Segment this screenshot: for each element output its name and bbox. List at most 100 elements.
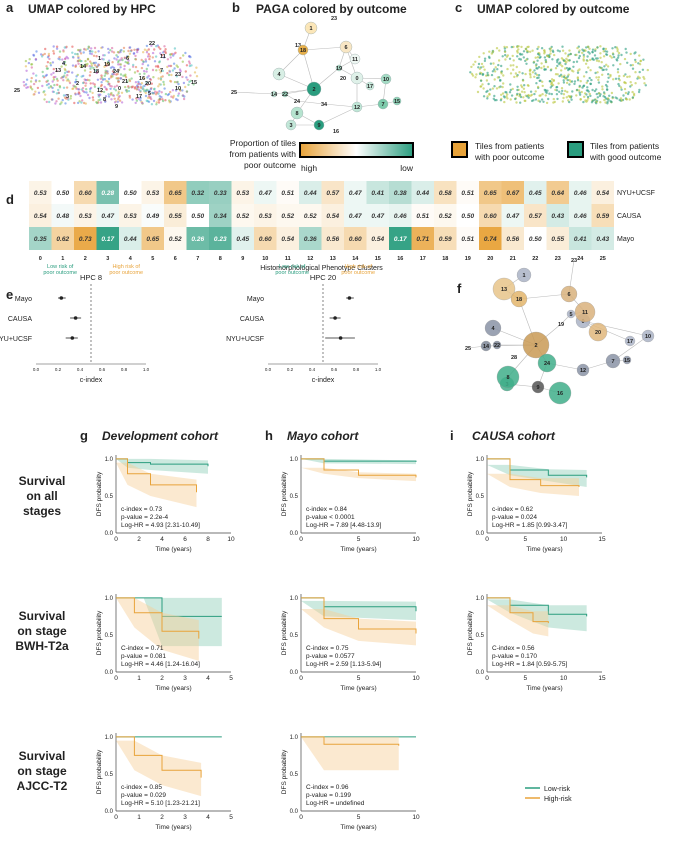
umap-outcome-point <box>529 90 533 93</box>
umap-hpc-point <box>57 97 60 100</box>
umap-outcome-point <box>509 83 512 86</box>
umap-outcome-point <box>541 93 544 96</box>
umap-hpc-point <box>80 101 83 104</box>
umap-outcome-point <box>616 71 620 74</box>
umap-outcome-point <box>586 79 589 83</box>
km-xtick: 0 <box>485 536 489 543</box>
umap-hpc-point <box>100 74 103 77</box>
umap-hpc-cluster-label: 14 <box>80 64 87 70</box>
umap-hpc-point <box>143 76 146 80</box>
umap-hpc-point <box>162 83 166 86</box>
paga-node-label: 23 <box>331 16 337 22</box>
paga-node-label: 34 <box>321 102 328 108</box>
umap-hpc-point <box>147 48 150 51</box>
umap-hpc-point <box>69 97 72 100</box>
heatmap-cell <box>344 227 367 250</box>
umap-outcome-point <box>487 82 490 86</box>
umap-hpc-point <box>172 94 175 98</box>
heatmap-cell <box>231 181 254 204</box>
km-ci-band <box>301 736 399 771</box>
umap-hpc-point <box>127 56 130 59</box>
km-xlabel: Time (years) <box>526 546 562 553</box>
heatmap-col-label: 3 <box>106 256 109 262</box>
umap-hpc-point <box>159 71 162 74</box>
umap-hpc-point <box>81 81 85 85</box>
umap-outcome-point <box>628 98 631 101</box>
umap-outcome-point <box>495 98 498 102</box>
umap-hpc-point <box>140 66 144 70</box>
forest-hpc8-tick: 0.4 <box>77 367 84 372</box>
umap-outcome-point <box>566 55 570 58</box>
umap-outcome-point <box>556 73 559 76</box>
umap-hpc-point <box>145 67 148 71</box>
umap-hpc-point <box>174 89 178 92</box>
umap-hpc-point <box>77 62 80 65</box>
umap-hpc-point <box>37 91 41 95</box>
umap-hpc-point <box>154 55 158 58</box>
umap-hpc-cluster-label: 13 <box>55 68 61 74</box>
heatmap-cell <box>119 227 142 250</box>
umap-outcome-point <box>494 66 497 69</box>
umap-hpc-point <box>115 58 118 61</box>
network-edge <box>518 293 570 300</box>
umap-hpc-point <box>74 78 78 81</box>
row-label: on all <box>26 489 57 503</box>
umap-hpc-point <box>89 87 92 91</box>
umap-outcome-point <box>478 72 482 76</box>
umap-hpc-point <box>136 50 139 54</box>
km-ytick: 1.0 <box>476 596 485 602</box>
umap-outcome-point <box>617 82 620 86</box>
umap-hpc-point <box>74 52 77 56</box>
umap-outcome-point <box>483 59 487 63</box>
heatmap-value: 0.47 <box>349 213 362 220</box>
umap-outcome-point <box>610 56 613 59</box>
umap-outcome-point <box>470 65 473 69</box>
umap-hpc-point <box>65 55 68 59</box>
km-dev-bwh: 0.0 0.5 1.0 0 1 2 3 4 5 Time (years) DFS probabili… <box>96 594 233 692</box>
heatmap-cell <box>389 181 412 204</box>
umap-hpc-point <box>153 60 157 63</box>
umap-hpc-cluster-label: 15 <box>191 80 197 86</box>
legend-poor-text: Tiles from patients <box>475 141 544 151</box>
umap-hpc-point <box>46 61 50 64</box>
paga-edge <box>302 46 347 51</box>
umap-hpc-point <box>55 100 58 103</box>
umap-hpc-point <box>99 85 103 88</box>
umap-outcome-point <box>532 61 535 64</box>
umap-hpc-point <box>158 90 161 93</box>
umap-hpc-point <box>168 101 171 104</box>
umap-hpc-point <box>158 83 161 86</box>
heatmap-col-label: 10 <box>262 256 268 262</box>
umap-outcome-point <box>539 55 542 59</box>
paga-legend-low: low <box>400 163 414 173</box>
umap-outcome-point <box>546 65 550 69</box>
umap-outcome-point <box>631 96 635 99</box>
umap-hpc-cluster-label: 8 <box>103 97 106 103</box>
umap-outcome-point <box>591 48 595 51</box>
heatmap-col-label: 22 <box>532 256 538 262</box>
umap-hpc-point <box>105 62 108 65</box>
umap-hpc-point <box>155 45 158 48</box>
umap-outcome-point <box>626 75 629 79</box>
umap-hpc-point <box>35 74 38 77</box>
heatmap-cell <box>276 181 299 204</box>
umap-outcome-point <box>585 81 588 84</box>
heatmap-cell <box>411 204 434 227</box>
legend-poor-swatch <box>451 141 468 158</box>
heatmap-value: 0.53 <box>34 190 47 197</box>
umap-outcome-point <box>582 75 586 78</box>
heatmap-value: 0.44 <box>304 190 317 197</box>
umap-hpc-point <box>87 45 90 48</box>
umap-hpc-point <box>81 87 85 90</box>
umap-hpc-point <box>107 47 110 51</box>
umap-hpc-point <box>103 54 106 57</box>
umap-hpc-point <box>94 61 98 64</box>
umap-hpc-point <box>105 88 108 91</box>
umap-hpc-point <box>113 87 116 91</box>
umap-outcome-point <box>496 76 500 79</box>
umap-outcome-point <box>527 96 530 99</box>
umap-hpc-point <box>162 56 166 59</box>
umap-hpc-point <box>99 77 103 81</box>
umap-hpc-point <box>106 70 109 73</box>
